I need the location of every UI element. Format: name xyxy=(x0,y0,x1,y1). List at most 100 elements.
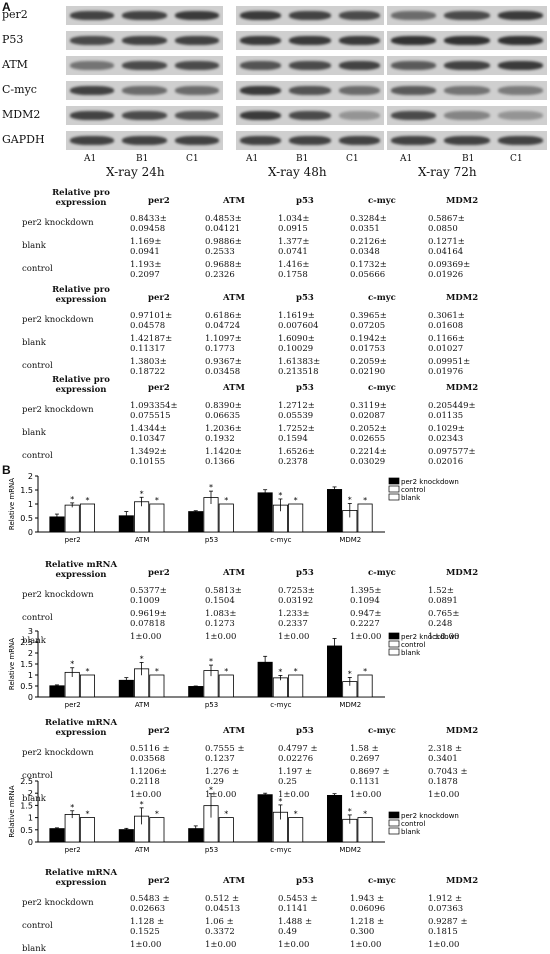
table-cell-mean: 1.6526± xyxy=(278,447,315,457)
table-cell-mean: 0.2052± xyxy=(350,424,387,434)
table-cell-sd: 0.10347 xyxy=(130,434,166,444)
table-cell-sd: 0.2097 xyxy=(130,270,160,280)
table-cell-sd: 0.0891 xyxy=(428,596,458,606)
table-cell-mean: 0.5483 ± xyxy=(130,894,170,904)
table-cell-mean: 1±0.00 xyxy=(130,632,162,642)
y-tick-label: 0 xyxy=(28,693,33,702)
blot-strip xyxy=(387,131,547,150)
table-cell-mean: 2.318 ± xyxy=(428,744,463,754)
table-cell-mean: 1.193± xyxy=(130,260,162,270)
bar xyxy=(49,828,65,843)
blot-band xyxy=(444,110,490,121)
table-cell-sd: 0.25 xyxy=(278,777,297,787)
blot-band xyxy=(289,85,331,96)
table-cell-sd: 0.2337 xyxy=(278,619,308,629)
significance-star: * xyxy=(294,667,298,676)
table-cell-sd: 0.04121 xyxy=(205,224,241,234)
legend-swatch xyxy=(388,827,400,835)
bar xyxy=(357,817,373,843)
table-cell-mean: 0.7253± xyxy=(278,586,315,596)
bar xyxy=(257,794,273,843)
bar xyxy=(149,674,165,698)
table-cell-mean: 1±0.00 xyxy=(428,940,460,950)
significance-star: * xyxy=(70,495,74,504)
x-tick-label: MDM2 xyxy=(339,846,361,854)
table-col-header: MDM2 xyxy=(446,876,479,886)
table-cell-sd: 0.02190 xyxy=(350,367,386,377)
blot-band xyxy=(338,35,380,46)
y-tick-label: 3 xyxy=(28,627,33,636)
table-cell-sd: 0.04578 xyxy=(130,321,166,331)
blot-band xyxy=(497,110,543,121)
x-tick-label: ATM xyxy=(135,846,150,854)
table-cell-sd: 0.2326 xyxy=(205,270,235,280)
blot-band xyxy=(122,35,167,46)
table-cell-mean: 1.6090± xyxy=(278,334,315,344)
blot-band xyxy=(338,60,380,71)
table-col-header: ATM xyxy=(223,293,245,303)
blot-band xyxy=(497,35,543,46)
bar xyxy=(149,817,165,843)
table-cell-sd: 0.2533 xyxy=(205,247,235,257)
blot-band xyxy=(240,60,282,71)
y-tick-label: 2.5 xyxy=(20,638,33,647)
bar xyxy=(79,503,96,533)
blot-band xyxy=(174,85,219,96)
table-cell-sd: 0.03458 xyxy=(205,367,241,377)
x-tick-label: ATM xyxy=(135,536,150,544)
table-cell-mean: 0.97101± xyxy=(130,311,173,321)
blot-band xyxy=(240,35,282,46)
table-col-header: c-myc xyxy=(368,293,396,303)
table-cell-mean: 0.9287 ± xyxy=(428,917,468,927)
table-cell-sd: 0.02016 xyxy=(428,457,464,467)
table-cell-sd: 0.07818 xyxy=(130,619,166,629)
legend-swatch xyxy=(388,640,400,648)
y-tick-label: 2 xyxy=(28,649,33,658)
table-cell-mean: 1.06 ± xyxy=(205,917,234,927)
blot-band xyxy=(391,110,437,121)
table-cell-sd: 0.07363 xyxy=(428,904,464,914)
table-cell-sd: 0.1273 xyxy=(205,619,235,629)
x-tick-label: p53 xyxy=(205,846,218,854)
significance-star: * xyxy=(155,667,159,676)
table-cell-mean: 0.7043 ± xyxy=(428,767,468,777)
table-cell-mean: 1±0.00 xyxy=(350,940,382,950)
table-row-label: blank xyxy=(22,636,46,646)
blot-band xyxy=(174,10,219,21)
table-row-label: per2 knockdown xyxy=(22,218,94,228)
legend-label: control xyxy=(401,820,425,828)
table-col-header: p53 xyxy=(296,293,314,303)
blot-band xyxy=(70,10,115,21)
table-header-label: Relative mRNA expression xyxy=(44,718,118,738)
table-cell-mean: 1.395± xyxy=(350,586,382,596)
lane-label: B1 xyxy=(296,154,309,164)
table-cell-sd: 0.1237 xyxy=(205,754,235,764)
x-tick-label: c-myc xyxy=(270,701,291,709)
x-tick-label: per2 xyxy=(65,701,81,709)
table-cell-sd: 0.248 xyxy=(428,619,453,629)
table-cell-sd: 0.0351 xyxy=(350,224,380,234)
bar xyxy=(188,511,204,533)
y-tick-label: 0 xyxy=(28,838,33,847)
blot-strip xyxy=(236,131,384,150)
legend-swatch xyxy=(388,485,400,493)
blot-label-c-myc: C-myc xyxy=(2,83,37,96)
bar xyxy=(188,686,204,698)
panel-a-letter: A xyxy=(2,0,11,14)
table-cell-mean: 1±0.00 xyxy=(278,790,310,800)
table-col-header: per2 xyxy=(148,726,170,736)
table-cell-sd: 0.2227 xyxy=(350,619,380,629)
table-cell-mean: 1±0.00 xyxy=(428,632,460,642)
significance-star: * xyxy=(85,810,89,819)
table-header-label: Relative mRNA expression xyxy=(44,560,118,580)
table-cell-mean: 1.912 ± xyxy=(428,894,463,904)
bar xyxy=(79,817,96,843)
blot-band xyxy=(391,60,437,71)
blot-band xyxy=(70,85,115,96)
significance-star: * xyxy=(209,483,213,492)
table-cell-sd: 0.29 xyxy=(205,777,224,787)
significance-star: * xyxy=(363,810,367,819)
y-axis-label: Relative mRNA xyxy=(8,478,16,530)
significance-star: * xyxy=(348,669,352,678)
table-cell-mean: 1.1420± xyxy=(205,447,242,457)
